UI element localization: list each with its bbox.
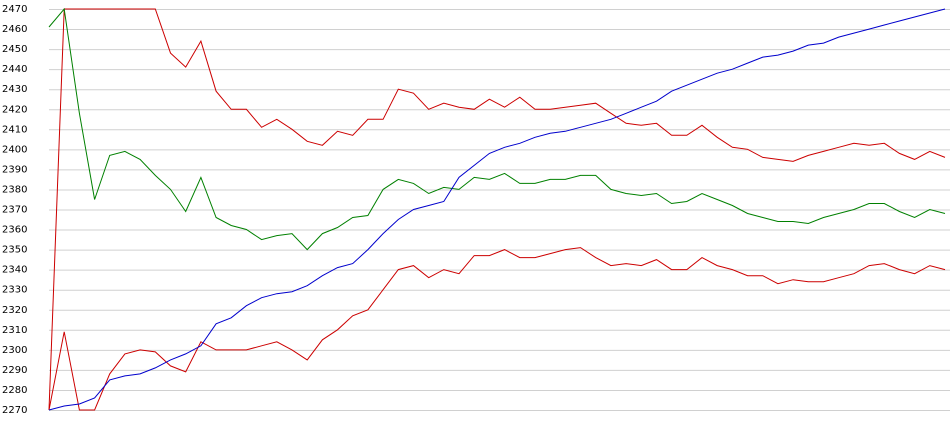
y-tick-label: 2340: [2, 265, 27, 276]
y-tick-label: 2270: [2, 405, 27, 416]
series-line: [48, 7, 946, 251]
series-line: [48, 8, 946, 411]
y-tick-label: 2400: [2, 144, 27, 155]
y-tick-label: 2280: [2, 385, 27, 396]
y-tick-label: 2330: [2, 285, 27, 296]
y-tick-label: 2300: [2, 345, 27, 356]
series-line: [48, 247, 946, 411]
y-tick-label: 2380: [2, 184, 27, 195]
y-tick-label: 2350: [2, 245, 27, 256]
y-tick-label: 2440: [2, 64, 27, 75]
y-tick-label: 2420: [2, 104, 27, 115]
y-tick-label: 2470: [2, 4, 27, 15]
y-tick-label: 2370: [2, 205, 27, 216]
y-tick-label: 2320: [2, 305, 27, 316]
y-tick-label: 2410: [2, 124, 27, 135]
y-tick-label: 2310: [2, 325, 27, 336]
y-tick-label: 2450: [2, 44, 27, 55]
y-tick-label: 2430: [2, 84, 27, 95]
y-tick-label: 2390: [2, 164, 27, 175]
y-tick-label: 2460: [2, 24, 27, 35]
series-line: [48, 8, 946, 411]
y-tick-label: 2290: [2, 365, 27, 376]
y-tick-label: 2360: [2, 225, 27, 236]
